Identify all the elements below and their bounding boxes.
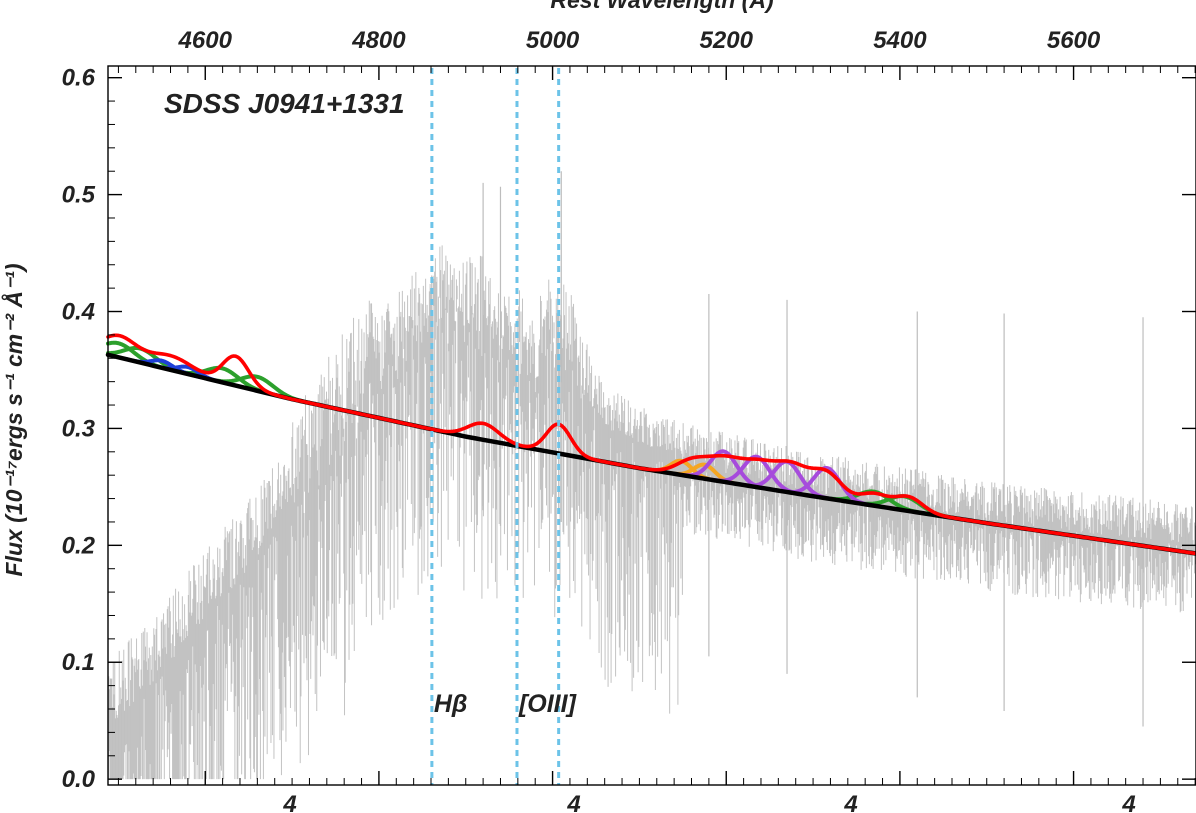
x-tick-label-0: 4600 (178, 27, 233, 54)
y-tick-label-5: 0.5 (62, 182, 96, 209)
y-tick-label-0: 0.0 (62, 766, 96, 793)
labels: Rest Wavelength (Å) Flux (10⁻¹⁷ergs s⁻¹ … (1, 0, 774, 718)
object-name-annotation: SDSS J0941+1331 (164, 88, 405, 119)
y-tick-label-3: 0.3 (62, 415, 96, 442)
x-tick-label-3: 5200 (700, 27, 754, 54)
top-x-axis-label: Rest Wavelength (Å) (550, 0, 773, 13)
total-model-line (106, 333, 1196, 556)
bottom-axis-label-1: 4 (566, 791, 580, 813)
y-axis-label: Flux (10⁻¹⁷ergs s⁻¹ cm⁻² Å⁻¹) (1, 264, 27, 577)
x-tick-label-4: 5400 (873, 27, 927, 54)
ticks: 4600 4800 5000 5200 5400 5600 0.0 0.1 0.2 0.3 0.4 0… (62, 27, 1196, 813)
emission-line-markers (430, 68, 561, 785)
x-tick-label-5: 5600 (1047, 27, 1101, 54)
plot-frame (107, 65, 1196, 786)
y-tick-label-2: 0.2 (62, 532, 96, 559)
bottom-axis-label-3: 4 (1121, 791, 1135, 813)
line-label-1: [OIII] (518, 690, 578, 718)
y-tick-label-1: 0.1 (62, 649, 95, 676)
axes (107, 65, 1196, 786)
observed-spectrum (107, 171, 1196, 780)
bottom-axis-label-2: 4 (843, 791, 857, 813)
line-label-0: Hβ (434, 690, 468, 718)
x-tick-label-1: 4800 (351, 27, 406, 54)
bottom-axis-label-0: 4 (282, 791, 296, 813)
y-tick-label-4: 0.4 (62, 299, 95, 326)
x-tick-label-2: 5000 (526, 27, 580, 54)
y-tick-label-6: 0.6 (62, 65, 96, 92)
model-layer (105, 333, 1196, 556)
